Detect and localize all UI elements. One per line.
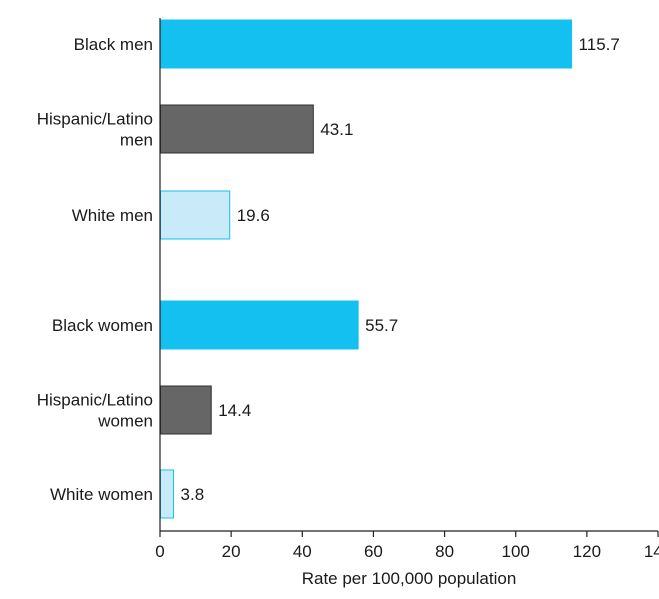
ticks-layer: 0 20 40 60 80 100 120 140 [155,531,659,561]
bar-value-label-1: 43.1 [320,120,353,139]
bar-0 [160,19,573,69]
bar-value-label-0: 115.7 [579,35,620,54]
labels-layer: 115.7 Black men 43.1 Hispanic/Latino men 19.6… [37,35,620,504]
x-tick-label-5: 100 [502,542,530,561]
bar-value-label-3: 55.7 [365,316,398,335]
bar-5 [160,469,175,519]
category-label-3: Black women [52,316,153,335]
x-tick-label-2: 40 [293,542,312,561]
bar-value-label-5: 3.8 [181,485,205,504]
x-tick-label-6: 120 [573,542,601,561]
x-tick-label-0: 0 [155,542,164,561]
bar-value-label-4: 14.4 [218,401,251,420]
bars-layer [160,19,573,519]
bar-value-label-2: 19.6 [237,206,270,225]
bar-2 [160,190,231,240]
bar-3 [160,300,359,350]
bar-1 [160,104,314,154]
x-tick-label-7: 140 [644,542,659,561]
category-label-0: Black men [74,35,153,54]
category-label-1: Hispanic/Latino men [37,110,153,150]
x-axis-title: Rate per 100,000 population [302,569,517,588]
category-label-5: White women [50,485,153,504]
x-tick-label-4: 80 [435,542,454,561]
category-label-2: White men [72,206,153,225]
x-tick-label-1: 20 [222,542,241,561]
x-tick-label-3: 60 [364,542,383,561]
category-label-4: Hispanic/Latino women [37,391,153,431]
bar-4 [160,385,212,435]
